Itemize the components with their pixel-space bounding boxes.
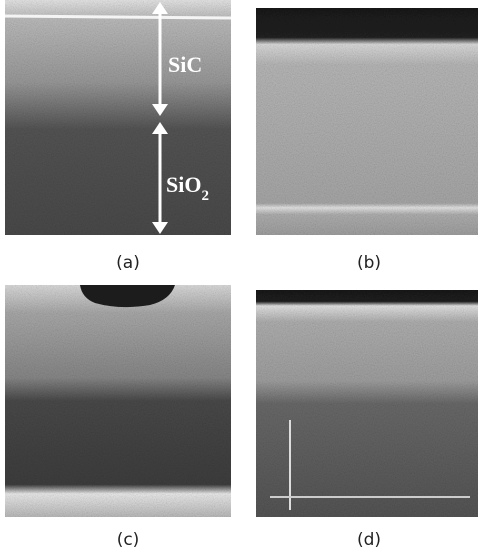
figure: SiC SiO2 (a) (b) (c) (d) (0, 0, 479, 553)
panel-d (256, 290, 478, 517)
annotation-sic: SiC (168, 52, 202, 77)
annotation-subscript: 2 (201, 188, 209, 204)
panel-label: (d) (357, 530, 381, 550)
panel-label: (a) (116, 253, 140, 273)
panel-a: SiC SiO2 (5, 0, 231, 235)
panel-c (5, 285, 231, 517)
panel-label: (c) (117, 530, 140, 550)
panel-b (256, 8, 478, 235)
annotation-text: SiO (166, 172, 201, 197)
panel-label: (b) (357, 253, 381, 273)
